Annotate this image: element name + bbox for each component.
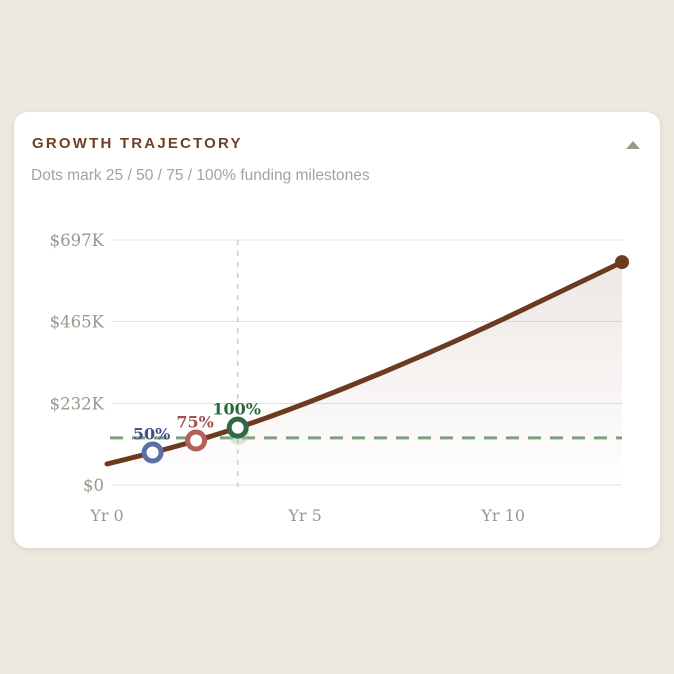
milestone-dot-50 <box>141 441 164 464</box>
y-axis-tick-label: $0 <box>83 476 104 495</box>
growth-trajectory-card: GROWTH TRAJECTORY Dots mark 25 / 50 / 75… <box>14 112 660 548</box>
milestone-dot-75 <box>185 429 208 452</box>
collapse-button[interactable] <box>620 134 646 156</box>
area-fill <box>107 262 622 485</box>
milestone-label-75: 75% <box>176 413 213 432</box>
x-axis-tick-label: Yr 0 <box>89 506 123 525</box>
y-axis-tick-label: $465K <box>50 313 105 332</box>
milestone-label-50: 50% <box>133 425 170 444</box>
y-axis-tick-label: $232K <box>50 395 105 414</box>
milestone-dot-100 <box>226 416 249 439</box>
curve-end-dot <box>615 255 629 270</box>
milestone-label-100: 100% <box>212 400 261 419</box>
chart-canvas: $0 $232K $465K $697K Yr 0 Yr 5 Yr 10 50% 75%100% <box>50 231 629 525</box>
card-title: GROWTH TRAJECTORY <box>32 135 243 152</box>
card-subtitle: Dots mark 25 / 50 / 75 / 100% funding mi… <box>31 167 370 184</box>
y-axis-tick-label: $697K <box>50 231 105 250</box>
x-axis-tick-label: Yr 10 <box>480 506 525 525</box>
collapse-triangle-up-icon <box>626 141 640 149</box>
x-axis-tick-label: Yr 5 <box>287 506 321 525</box>
